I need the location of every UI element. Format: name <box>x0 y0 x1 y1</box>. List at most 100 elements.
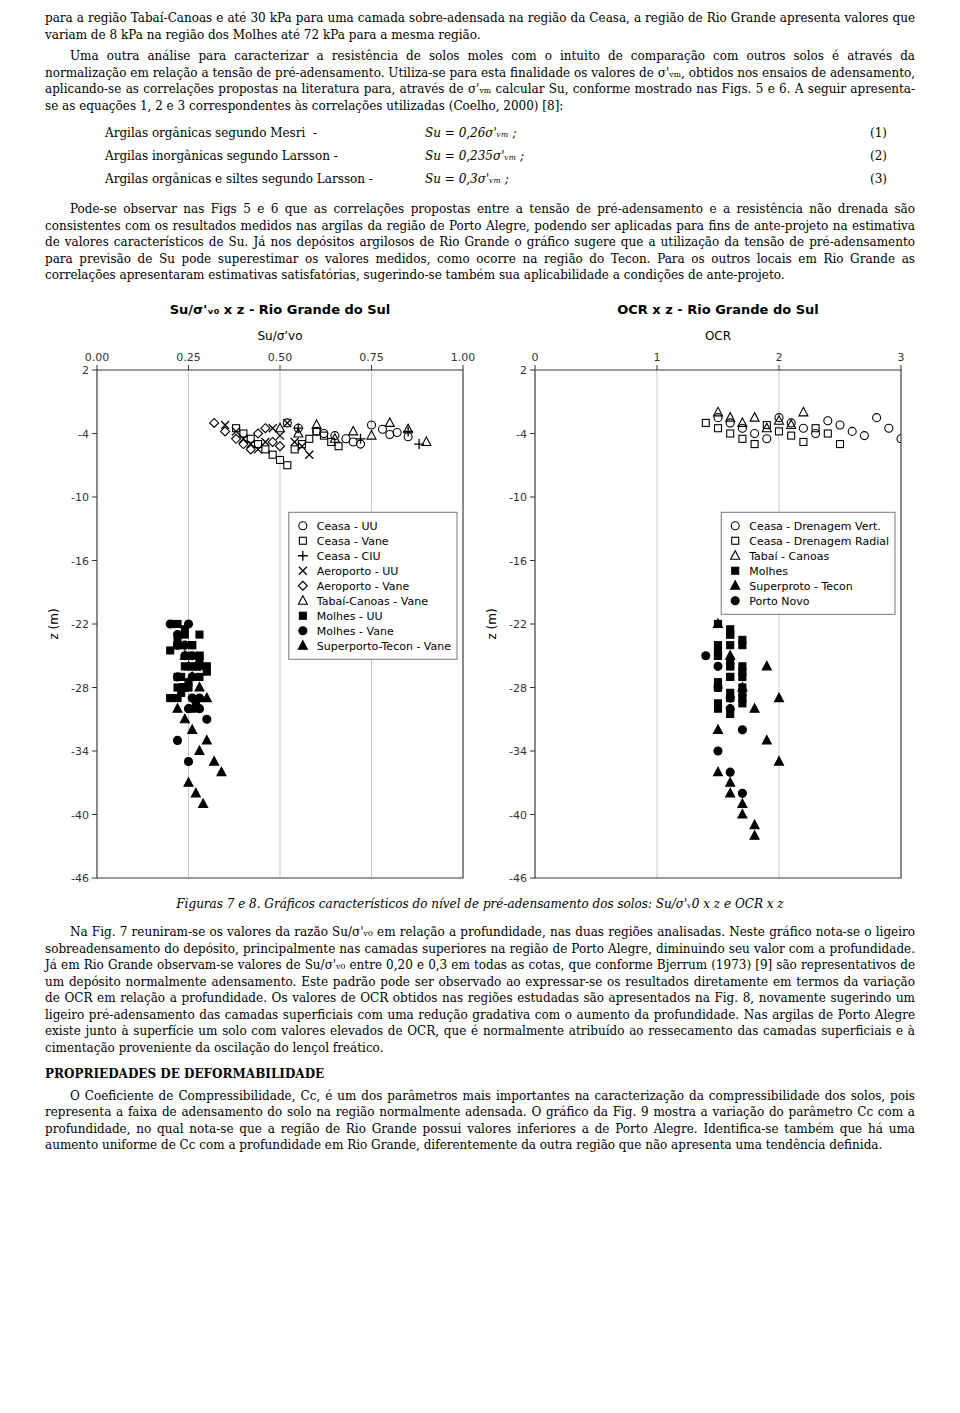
scatter-point <box>305 450 313 458</box>
scatter-point <box>320 432 327 439</box>
scatter-point <box>191 788 200 797</box>
y-tick-label: -10 <box>71 491 89 504</box>
legend-symbol <box>731 521 739 529</box>
scatter-point <box>739 662 746 669</box>
x-tick-label: 0.00 <box>85 351 110 364</box>
scatter-point <box>750 412 759 421</box>
scatter-point <box>196 652 203 659</box>
scatter-point <box>812 424 819 431</box>
scatter-point <box>196 673 203 680</box>
scatter-point <box>196 652 203 659</box>
legend-entry: Ceasa - CIU <box>317 549 381 562</box>
scatter-point <box>848 427 856 435</box>
y-tick <box>92 750 97 751</box>
scatter-point <box>368 421 376 429</box>
legend-entry: Aeroporto - Vane <box>317 579 410 592</box>
equation-formula: Su = 0,26σ'ᵥₘ ; <box>425 126 517 140</box>
scatter-point <box>775 693 784 702</box>
legend-symbol <box>731 580 740 589</box>
x-tick <box>371 365 372 370</box>
x-tick-label: 2 <box>776 351 783 364</box>
scatter-point <box>306 435 313 442</box>
scatter-point <box>714 407 723 416</box>
scatter-point <box>873 413 881 421</box>
x-tick-label: 0 <box>532 351 539 364</box>
scatter-point <box>727 631 734 638</box>
legend-symbol <box>298 550 308 560</box>
legend-entry: Ceasa - Drenagem Vert. <box>749 519 881 532</box>
scatter-point <box>254 429 263 438</box>
scatter-point <box>422 436 431 445</box>
scatter-point <box>283 418 291 426</box>
scatter-point <box>799 424 807 432</box>
y-tick <box>530 687 535 688</box>
scatter-point <box>715 652 722 659</box>
legend-symbol <box>732 567 739 574</box>
legend-entry: Ceasa - Drenagem Radial <box>749 534 889 547</box>
equation-list: Argilas orgânicas segundo Mesri -Su = 0,… <box>45 122 915 191</box>
paragraph: para a região Tabaí-Canoas e até 30 kPa … <box>45 10 915 43</box>
section-heading: PROPRIEDADES DE DEFORMABILIDADE <box>45 1066 915 1083</box>
legend-entry: Superproto - Tecon <box>749 579 853 592</box>
scatter-point <box>199 798 208 807</box>
legend-symbol <box>298 581 307 590</box>
scatter-point <box>246 444 255 453</box>
scatter-point <box>714 619 723 628</box>
plot-background <box>97 370 463 878</box>
series-group <box>702 651 747 797</box>
y-tick <box>92 433 97 434</box>
scatter-point <box>714 724 723 733</box>
scatter-point <box>714 767 723 776</box>
series-group <box>276 417 431 445</box>
legend: Ceasa - UUCeasa - VaneCeasa - CIUAeropor… <box>289 512 457 659</box>
scatter-point <box>167 646 174 653</box>
y-axis-label: z (m) <box>485 608 499 639</box>
y-tick-label: -4 <box>78 427 89 440</box>
grid-line-x <box>280 370 281 878</box>
scatter-point <box>799 407 808 416</box>
x-tick-label: 0.25 <box>176 351 201 364</box>
scatter-point <box>385 417 394 426</box>
scatter-point <box>836 421 844 429</box>
series-group <box>283 418 412 447</box>
y-tick-label: -16 <box>71 554 89 567</box>
y-tick-label: -46 <box>71 872 89 885</box>
scatter-point <box>239 439 248 448</box>
y-tick <box>530 623 535 624</box>
legend-symbol <box>298 640 307 649</box>
x-tick <box>280 365 281 370</box>
plot-frame <box>97 370 463 878</box>
scatter-point <box>738 809 747 818</box>
scatter-point <box>776 427 783 434</box>
scatter-point <box>775 415 784 424</box>
y-axis-label: z (m) <box>47 608 61 639</box>
scatter-point <box>177 683 185 691</box>
scatter-point <box>726 704 734 712</box>
y-tick <box>530 369 535 370</box>
figure-caption: Figuras 7 e 8. Gráficos característicos … <box>45 896 915 913</box>
scatter-point <box>283 418 291 426</box>
equation: Argilas orgânicas segundo Mesri -Su = 0,… <box>45 122 915 145</box>
equation-number: (1) <box>870 122 887 145</box>
y-tick-label: -22 <box>71 618 89 631</box>
x-tick <box>97 365 98 370</box>
x-tick-label: 0.75 <box>359 351 384 364</box>
scatter-point <box>727 662 734 669</box>
legend-entry: Ceasa - UU <box>317 519 378 532</box>
x-tick-label: 0.50 <box>268 351 293 364</box>
scatter-point <box>184 661 193 670</box>
scatter-point <box>800 438 807 445</box>
scatter-point <box>727 673 734 680</box>
scatter-point <box>335 442 342 449</box>
scatter-point <box>726 768 734 776</box>
legend-box <box>721 512 895 614</box>
y-tick <box>530 877 535 878</box>
series-group <box>714 407 808 431</box>
y-tick <box>92 560 97 561</box>
scatter-point <box>221 426 230 435</box>
scatter-point <box>320 429 328 437</box>
scatter-point <box>727 430 734 437</box>
scatter-point <box>173 640 182 649</box>
scatter-point <box>714 683 722 691</box>
scatter-point <box>812 429 820 437</box>
